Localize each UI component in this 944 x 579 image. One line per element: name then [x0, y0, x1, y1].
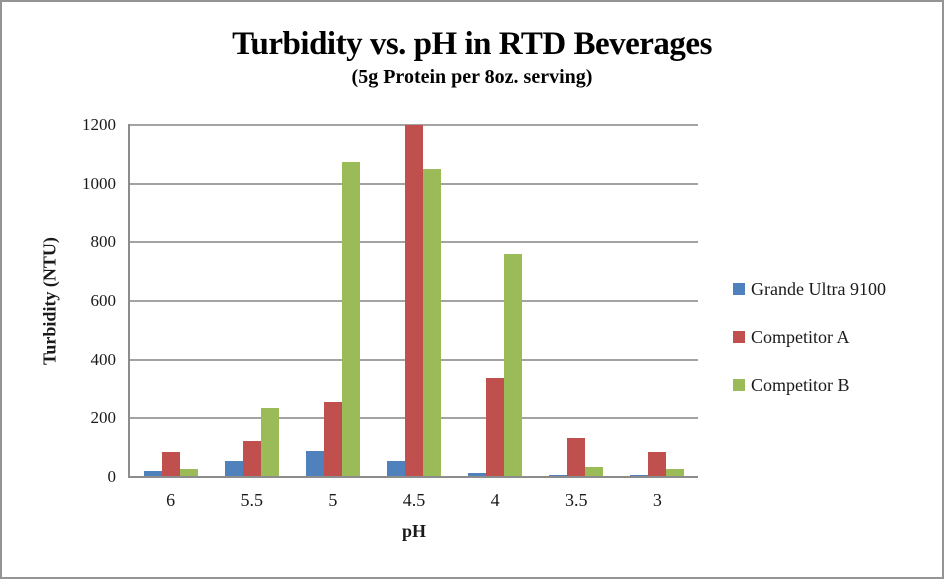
- bar: [341, 162, 360, 477]
- bar: [305, 451, 324, 477]
- chart-title: Turbidity vs. pH in RTD Beverages: [232, 26, 712, 62]
- x-axis-line: [128, 476, 698, 478]
- legend: Grande Ultra 9100 Competitor A Competitor …: [733, 279, 886, 423]
- bar: [179, 469, 198, 477]
- y-tick-label: 1000: [82, 173, 116, 193]
- x-tick-label: 5: [328, 490, 338, 510]
- legend-label: Grande Ultra 9100: [751, 279, 886, 299]
- bar: [504, 254, 523, 477]
- bar-group: [617, 125, 698, 477]
- y-tick-label: 1200: [82, 115, 116, 134]
- bar-group: [536, 125, 617, 477]
- legend-color-swatch: [733, 331, 745, 343]
- bar: [404, 125, 423, 477]
- bar: [260, 408, 279, 477]
- bar-group: [373, 125, 454, 477]
- bar: [161, 452, 180, 477]
- legend-label: Competitor A: [751, 327, 850, 347]
- x-tick-label: 4.5: [402, 490, 426, 510]
- legend-item: Grande Ultra 9100: [733, 279, 886, 299]
- bar: [323, 402, 342, 477]
- y-tick-label: 600: [90, 291, 117, 310]
- bar-groups: [130, 125, 698, 477]
- bar: [422, 169, 441, 477]
- x-tick-label: 4: [490, 490, 500, 510]
- legend-item: Competitor A: [733, 327, 886, 347]
- y-tick-label: 0: [107, 467, 117, 486]
- bar: [468, 473, 487, 477]
- bar: [224, 461, 243, 477]
- bar-group: [130, 125, 211, 477]
- bar: [143, 471, 162, 477]
- x-axis-title: pH: [401, 521, 426, 541]
- y-tick-label: 400: [90, 349, 117, 369]
- bar-group: [455, 125, 536, 477]
- bar: [242, 441, 261, 477]
- bar: [567, 438, 586, 477]
- x-tick-label: 5.5: [240, 490, 263, 510]
- bar: [386, 461, 405, 477]
- y-tick-label: 200: [90, 408, 117, 428]
- legend-label: Competitor B: [751, 375, 850, 395]
- y-axis-line: [128, 124, 130, 478]
- bar: [486, 378, 505, 477]
- plot-area: [128, 124, 698, 478]
- bar-group: [211, 125, 292, 477]
- bar: [648, 452, 667, 477]
- y-tick-label: 800: [90, 232, 117, 252]
- bar: [585, 467, 604, 477]
- legend-color-swatch: [733, 283, 745, 295]
- x-tick-label: 3.5: [565, 490, 588, 510]
- x-tick-label: 3: [652, 490, 662, 510]
- legend-color-swatch: [733, 379, 745, 391]
- legend-item: Competitor B: [733, 375, 886, 395]
- bar: [666, 469, 685, 477]
- chart-subtitle: (5g Protein per 8oz. serving): [351, 66, 593, 88]
- bar-group: [292, 125, 373, 477]
- x-tick-label: 6: [166, 490, 176, 510]
